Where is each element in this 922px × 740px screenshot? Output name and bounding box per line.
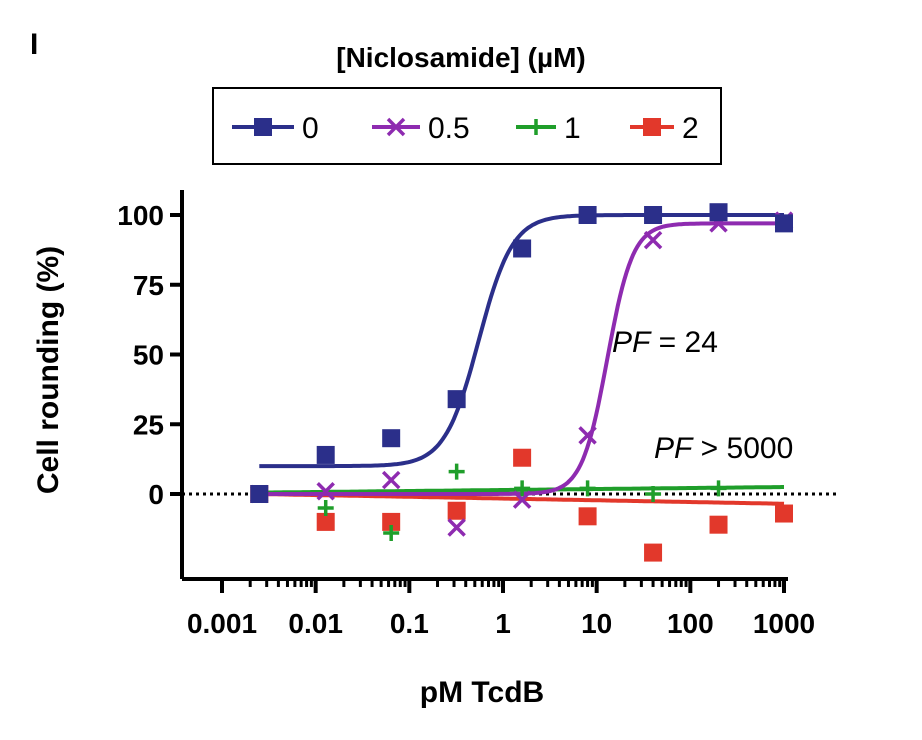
legend-label-series-0.5: 0.5 — [428, 112, 470, 145]
data-point-series-0 — [447, 390, 466, 409]
legend-label-series-1: 1 — [564, 112, 581, 145]
data-point-series-0 — [316, 445, 335, 464]
data-point-series-2 — [775, 504, 793, 523]
x-tick-label: 100 — [667, 608, 714, 639]
data-point-series-0.5 — [381, 470, 401, 490]
data-point-series-1 — [579, 480, 596, 497]
panel-letter: I — [30, 28, 39, 61]
legend-title: [Niclosamide] (µM) — [336, 42, 586, 73]
y-tick-label: 100 — [117, 200, 164, 231]
annotation-pf-24-rest: = 24 — [650, 326, 718, 359]
data-point-series-0.5 — [447, 518, 466, 537]
plot-area: 100 75 50 25 0 0.001 0.01 0.1 1 10 100 1000 — [117, 190, 838, 639]
annotation-pf-5000-italic: PF — [654, 432, 694, 465]
data-point-series-0.5 — [316, 481, 335, 501]
data-point-series-0 — [644, 206, 663, 224]
x-tick-label: 0.01 — [288, 608, 343, 639]
data-point-series-0 — [578, 206, 597, 224]
annotation-pf-24-italic: PF — [612, 326, 652, 359]
legend-marker-series-2 — [643, 118, 661, 136]
y-tick-label: 0 — [148, 479, 164, 510]
legend-marker-series-0.5 — [386, 117, 406, 137]
legend-marker-series-1 — [528, 119, 544, 135]
data-point-series-2 — [513, 448, 532, 467]
data-point-series-0 — [709, 203, 728, 222]
data-point-series-0 — [775, 214, 793, 233]
data-point-series-0 — [513, 239, 532, 258]
data-point-series-1 — [710, 480, 727, 497]
x-tick-label: 1 — [495, 608, 511, 639]
annotation-pf-5000: PF > 5000 — [654, 432, 793, 465]
legend-marker-series-0 — [254, 118, 272, 136]
y-tick-label: 50 — [133, 340, 164, 371]
data-point-series-0 — [382, 429, 401, 448]
data-point-series-2 — [316, 512, 335, 531]
data-point-series-0 — [250, 485, 269, 503]
annotation-pf-5000-rest: > 5000 — [692, 432, 793, 465]
data-point-series-2 — [578, 507, 597, 526]
x-tick-label: 10 — [581, 608, 612, 639]
data-point-series-1 — [383, 525, 400, 542]
y-tick-label: 75 — [133, 270, 164, 301]
data-point-series-0.5 — [578, 426, 597, 445]
legend-label-series-0: 0 — [302, 112, 319, 145]
x-tick-label: 0.001 — [187, 608, 257, 639]
data-point-series-2 — [447, 501, 466, 520]
data-point-series-2 — [709, 515, 728, 534]
x-tick-label: 1000 — [753, 608, 815, 639]
y-tick-label: 25 — [133, 409, 164, 440]
data-point-series-2 — [644, 543, 663, 562]
y-axis-title: Cell rounding (%) — [32, 246, 65, 494]
annotation-pf-24: PF = 24 — [612, 326, 718, 359]
x-tick-label: 0.1 — [390, 608, 429, 639]
data-point-series-1 — [317, 499, 334, 516]
data-point-series-1 — [448, 463, 465, 480]
x-axis-title: pM TcdB — [420, 676, 544, 709]
data-point-series-2 — [382, 512, 401, 531]
data-point-series-1 — [514, 480, 531, 497]
legend-label-series-2: 2 — [682, 112, 699, 145]
data-point-series-1 — [645, 486, 662, 502]
data-point-series-0.5 — [643, 230, 663, 250]
data-point-series-0.5 — [512, 490, 532, 509]
fit-curve-series-0 — [259, 213, 784, 469]
legend: 0 0.5 1 2 — [212, 87, 722, 165]
